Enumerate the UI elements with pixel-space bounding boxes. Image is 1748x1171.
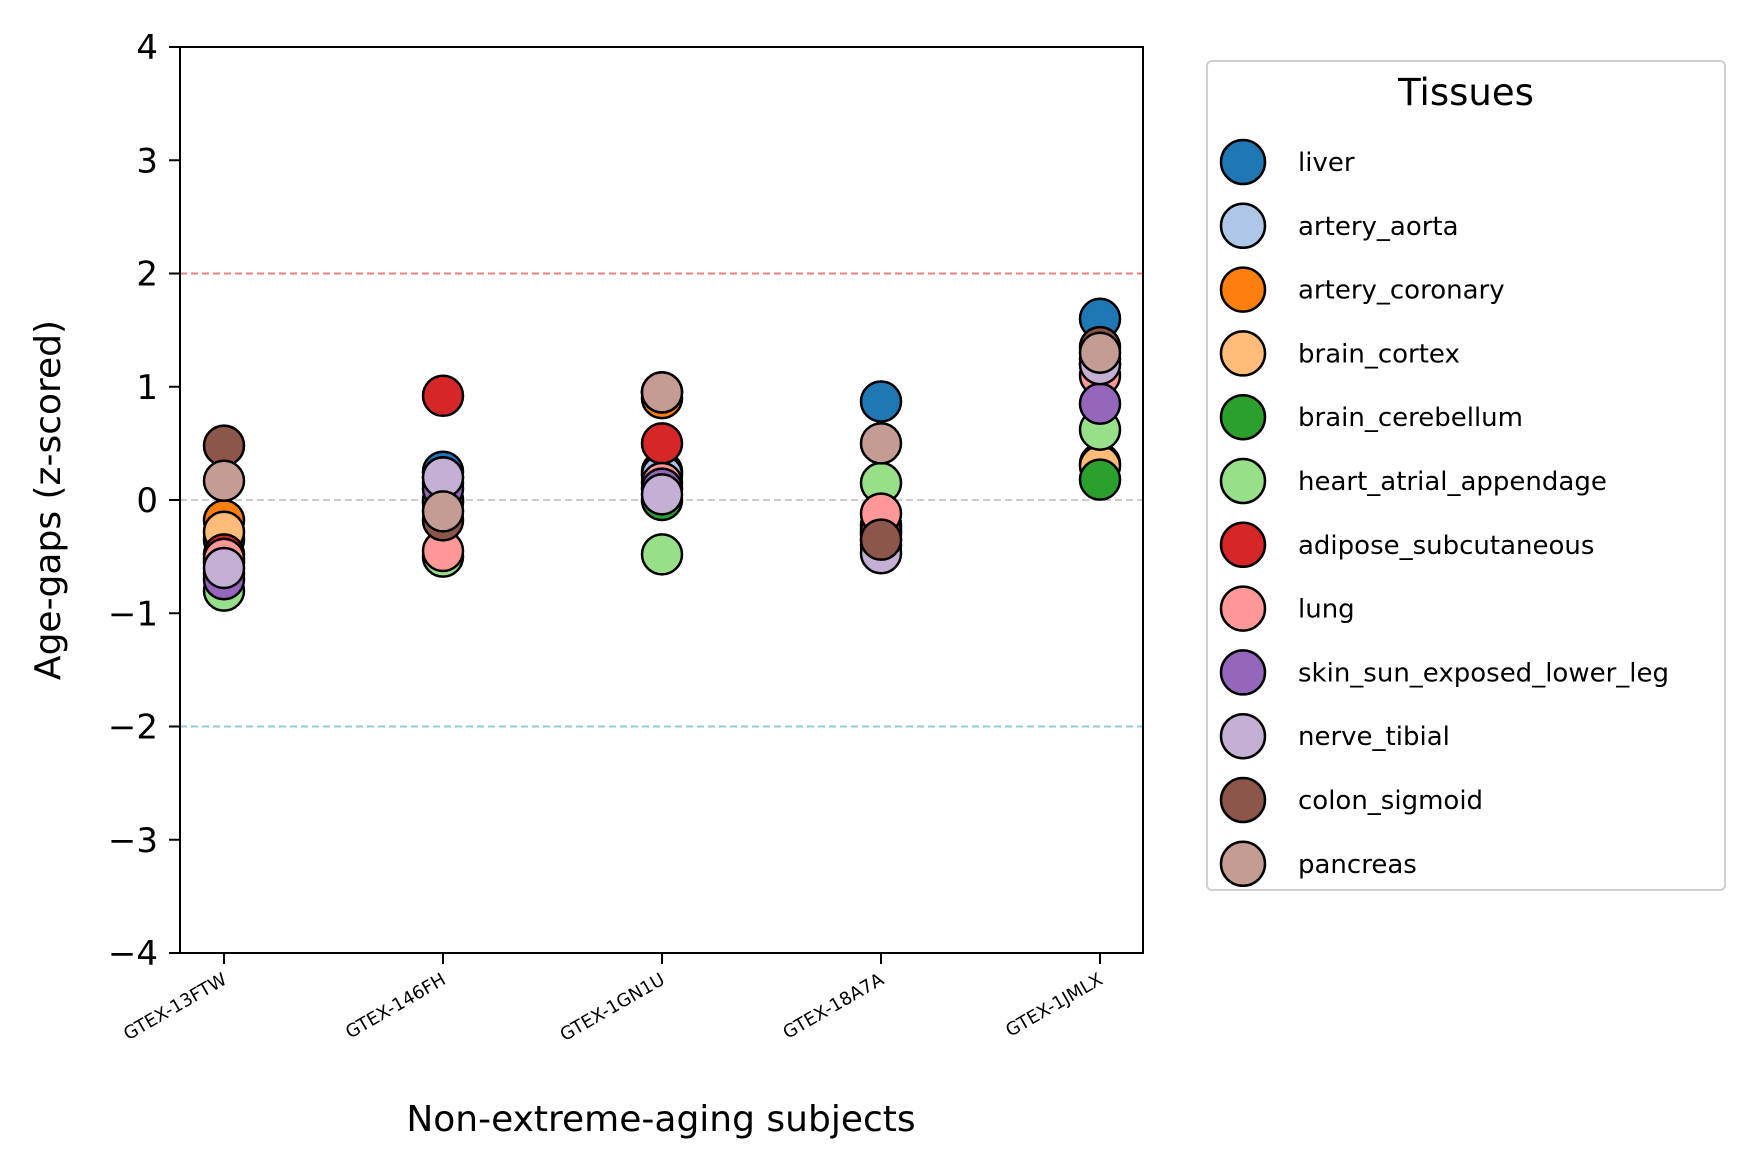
data-point-heart-atrial-appendage [640, 533, 684, 576]
x-axis-title: Non-extreme-aging subjects [406, 1099, 915, 1140]
legend-marker [1219, 712, 1267, 760]
legend-marker [1219, 521, 1267, 569]
y-tick-label: 0 [136, 481, 158, 521]
data-point-pancreas [421, 490, 465, 533]
legend-marker [1219, 840, 1267, 888]
legend-marker [1219, 330, 1267, 377]
legend-label: skin_sun_exposed_lower_leg [1298, 658, 1669, 688]
data-point-brain-cerebellum [1078, 458, 1122, 501]
legend-label: brain_cerebellum [1298, 403, 1523, 433]
legend-marker [1219, 202, 1267, 250]
x-axis-ticks: GTEX-13FTW GTEX-146FH GTEX-1GN1U GTEX-18A7A… [120, 953, 1107, 1046]
data-point-pancreas [640, 371, 684, 414]
y-tick-label: 3 [136, 141, 158, 181]
y-tick-label: −2 [108, 708, 158, 748]
legend-label: liver [1298, 148, 1355, 178]
x-tick-label: GTEX-1JMLX [1002, 969, 1106, 1041]
legend-title: Tissues [1397, 71, 1534, 114]
data-point-nerve-tibial [640, 473, 684, 516]
data-point-adipose-subcutaneous [640, 422, 684, 465]
y-tick-label: −1 [108, 594, 158, 634]
legend-label: lung [1298, 595, 1355, 625]
data-point-skin-sun-exposed-lower-leg [1078, 382, 1122, 425]
y-axis-ticks: −4 −3 −2 −1 0 1 2 3 4 [108, 28, 180, 974]
data-point-nerve-tibial [202, 546, 246, 590]
legend-label: adipose_subcutaneous [1298, 531, 1594, 561]
data-point-adipose-subcutaneous [421, 374, 465, 418]
legend-label: colon_sigmoid [1298, 786, 1483, 816]
legend-frame [1206, 60, 1726, 891]
data-point-pancreas [202, 459, 246, 502]
x-tick-label: GTEX-1GN1U [557, 969, 669, 1046]
x-tick-label: GTEX-18A7A [779, 969, 888, 1044]
reference-lines [180, 272, 1143, 728]
legend-label: pancreas [1298, 850, 1417, 880]
data-point-colon-sigmoid [859, 518, 903, 561]
data-points [202, 297, 1122, 612]
legend-items: liver artery_aorta artery_coronary brain_co… [1219, 138, 1669, 888]
data-point-pancreas [1078, 331, 1122, 375]
y-tick-label: −3 [108, 821, 158, 861]
legend-marker [1219, 266, 1267, 313]
y-tick-label: 1 [136, 368, 158, 408]
legend-marker [1219, 393, 1267, 441]
y-tick-label: −4 [108, 934, 158, 974]
legend-marker [1219, 585, 1267, 632]
legend-label: artery_aorta [1298, 212, 1459, 242]
x-tick-label: GTEX-13FTW [120, 969, 231, 1045]
legend: Tissues liver artery_aorta artery_coronary… [1206, 60, 1726, 891]
legend-marker [1219, 776, 1267, 824]
data-point-pancreas [859, 422, 903, 465]
legend-label: heart_atrial_appendage [1298, 467, 1607, 497]
legend-marker [1219, 457, 1267, 505]
y-tick-label: 4 [136, 28, 158, 68]
y-axis-title: Age-gaps (z-scored) [28, 320, 69, 680]
y-tick-label: 2 [136, 255, 158, 295]
legend-marker [1219, 649, 1267, 696]
legend-marker [1219, 138, 1267, 186]
legend-label: brain_cortex [1298, 339, 1460, 369]
legend-label: artery_coronary [1298, 276, 1505, 306]
data-point-liver [859, 380, 903, 423]
x-tick-label: GTEX-146FH [342, 969, 449, 1043]
legend-label: nerve_tibial [1298, 722, 1450, 752]
